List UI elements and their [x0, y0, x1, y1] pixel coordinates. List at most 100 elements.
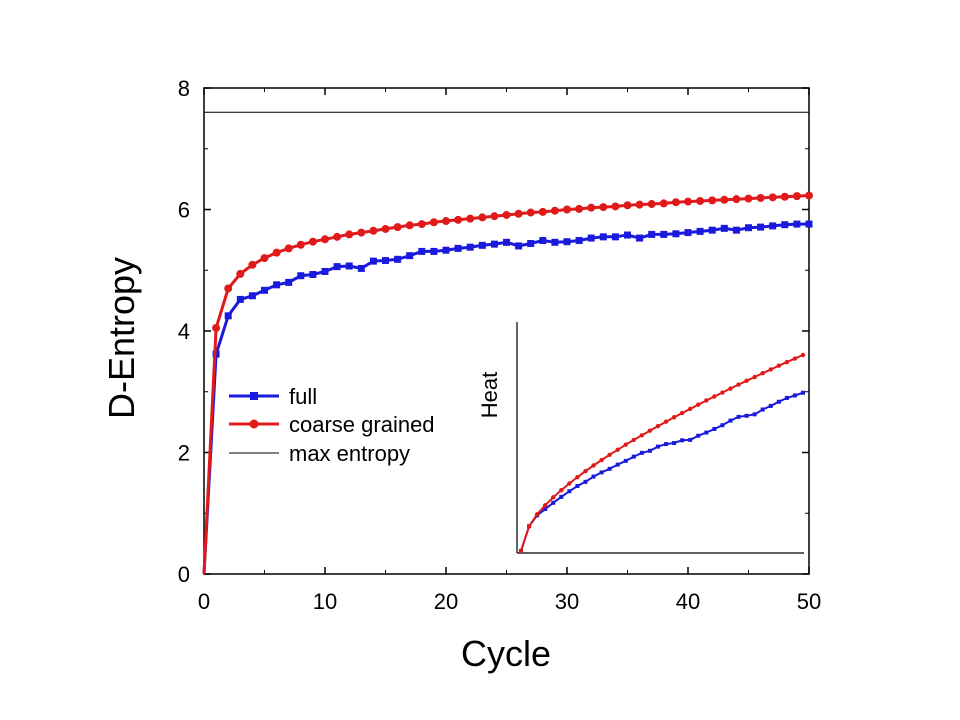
- inset-point-1: [768, 367, 773, 372]
- point-coarse-grained: [284, 244, 293, 253]
- inset-series-layer: [518, 352, 806, 554]
- point-coarse-grained: [526, 208, 535, 217]
- point-coarse-grained: [792, 192, 801, 201]
- point-full: [430, 247, 438, 255]
- point-coarse-grained: [321, 235, 329, 244]
- x-tick-label: 20: [434, 589, 458, 614]
- point-full: [575, 236, 583, 244]
- point-full: [684, 229, 692, 237]
- legend-item-max-entropy: max entropy: [229, 441, 410, 466]
- point-full: [418, 247, 426, 255]
- point-full: [321, 267, 329, 275]
- point-full: [745, 224, 752, 232]
- legend-label-max-entropy: max entropy: [289, 441, 410, 466]
- inset-point-0: [776, 399, 781, 404]
- inset-point-1: [567, 481, 572, 486]
- inset-point-1: [615, 447, 620, 452]
- point-coarse-grained: [478, 213, 487, 222]
- inset-point-1: [784, 359, 790, 365]
- inset-point-0: [607, 466, 612, 471]
- plot-frame: [203, 87, 810, 575]
- x-tick-label: 30: [555, 589, 579, 614]
- point-full: [611, 233, 619, 241]
- y-axis-title: D-Entropy: [101, 257, 142, 419]
- point-full: [224, 312, 232, 320]
- inset-point-1: [575, 475, 580, 480]
- x-tick-label: 40: [676, 589, 700, 614]
- inset-point-1: [599, 457, 604, 463]
- point-full: [781, 221, 789, 229]
- inset-point-1: [696, 402, 701, 407]
- inset-point-0: [631, 454, 636, 459]
- inset-point-0: [575, 484, 580, 489]
- inset-point-1: [631, 437, 636, 443]
- point-full: [248, 292, 256, 300]
- point-full: [805, 220, 813, 228]
- point-full: [551, 238, 559, 246]
- inset-series-line-0: [520, 391, 804, 552]
- inset-point-1: [760, 371, 765, 376]
- inset-point-1: [663, 419, 669, 424]
- point-full: [624, 231, 631, 239]
- inset-plot: Heat: [477, 322, 806, 554]
- inset-point-1: [688, 406, 693, 412]
- inset-point-1: [792, 356, 798, 361]
- point-full: [732, 226, 740, 234]
- point-coarse-grained: [333, 232, 342, 241]
- inset-point-0: [720, 423, 725, 428]
- point-coarse-grained: [454, 215, 463, 224]
- inset-point-0: [801, 390, 805, 395]
- legend-item-full: full: [229, 384, 317, 409]
- inset-point-1: [655, 423, 661, 429]
- point-full: [261, 286, 268, 294]
- main-plot: 0 10 20 30 40 50 0 2 4 6 8 Cycle D-Entropy: [101, 76, 821, 674]
- point-coarse-grained: [405, 221, 414, 230]
- point-coarse-grained: [635, 200, 644, 209]
- point-full: [515, 242, 523, 250]
- inset-point-0: [591, 474, 596, 479]
- point-coarse-grained: [744, 194, 753, 203]
- inset-point-0: [752, 412, 757, 417]
- inset-series-line-1: [520, 354, 804, 552]
- point-coarse-grained: [393, 223, 402, 232]
- point-coarse-grained: [272, 248, 281, 257]
- point-coarse-grained: [212, 323, 221, 332]
- point-coarse-grained: [490, 212, 499, 221]
- point-coarse-grained: [369, 226, 378, 235]
- point-full: [696, 227, 704, 235]
- point-full: [369, 257, 377, 265]
- point-coarse-grained: [575, 204, 584, 213]
- inset-point-1: [559, 488, 564, 493]
- inset-point-1: [526, 524, 532, 529]
- point-full: [636, 234, 644, 242]
- point-full: [490, 240, 498, 248]
- point-coarse-grained: [659, 199, 668, 208]
- point-full: [406, 252, 414, 260]
- point-full: [672, 230, 680, 238]
- point-full: [648, 230, 656, 238]
- point-coarse-grained: [248, 260, 257, 269]
- inset-point-0: [792, 393, 797, 398]
- inset-point-0: [567, 489, 572, 494]
- point-full: [309, 271, 317, 279]
- point-full: [236, 295, 244, 303]
- point-full: [333, 263, 341, 271]
- point-coarse-grained: [357, 228, 366, 237]
- inset-point-1: [679, 410, 685, 416]
- inset-point-1: [623, 442, 628, 447]
- inset-point-0: [784, 395, 789, 400]
- point-coarse-grained: [296, 240, 305, 249]
- inset-point-0: [615, 462, 620, 467]
- inset-point-1: [712, 394, 717, 399]
- inset-point-1: [647, 428, 653, 433]
- inset-y-axis-title: Heat: [477, 372, 502, 418]
- inset-point-1: [736, 382, 741, 387]
- point-full: [382, 257, 389, 265]
- inset-point-0: [664, 442, 669, 447]
- point-coarse-grained: [647, 200, 656, 209]
- inset-point-0: [768, 403, 773, 408]
- point-coarse-grained: [224, 284, 233, 293]
- y-tick-label: 6: [178, 198, 190, 223]
- point-coarse-grained: [260, 254, 269, 263]
